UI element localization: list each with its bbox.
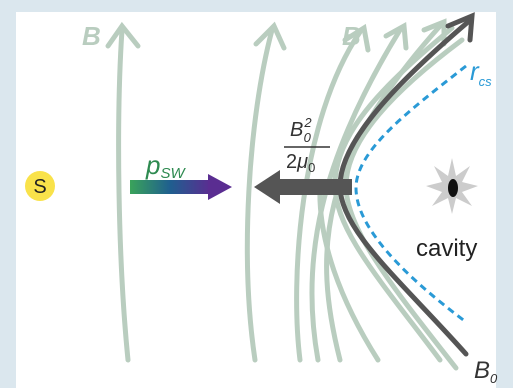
pressure-arrow — [130, 180, 210, 194]
subscript: cs — [479, 74, 493, 89]
field-label: B — [82, 21, 101, 51]
sun-label: S — [33, 176, 46, 198]
diagram: S B B pSW B20 2μ0 rcs cavity B0 — [0, 0, 513, 388]
subscript: 0 — [490, 371, 498, 386]
superscript: 2 — [303, 115, 312, 130]
symbol: p — [145, 150, 160, 180]
magnetic-arrow — [278, 179, 352, 195]
symbol: μ — [296, 151, 308, 173]
subscript: SW — [160, 165, 186, 182]
field-label: B — [342, 21, 361, 51]
coefficient: 2 — [286, 151, 297, 173]
cavity-label: cavity — [416, 235, 477, 262]
subscript: 0 — [304, 130, 312, 145]
subscript: 0 — [308, 160, 315, 175]
symbol: B — [290, 119, 303, 141]
symbol: B — [474, 357, 490, 384]
